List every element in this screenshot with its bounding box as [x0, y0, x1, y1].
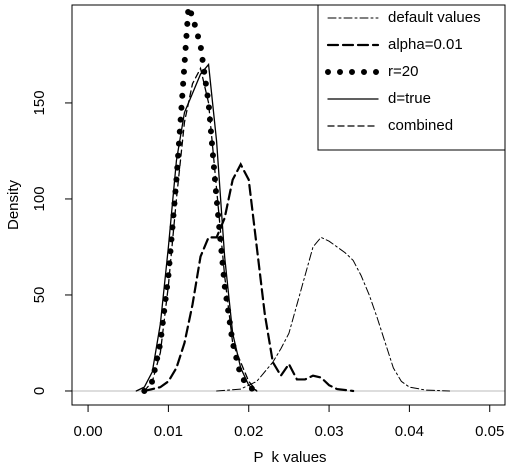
plot-area: [135, 5, 451, 394]
x-tick-label: 0.04: [395, 423, 424, 440]
density-line: [143, 66, 258, 392]
density-line: [143, 162, 355, 393]
y-axis-label: Density: [5, 179, 22, 230]
y-tick-label: 150: [31, 90, 48, 115]
legend-label: alpha=0.01: [388, 36, 463, 53]
legend-label: combined: [388, 117, 453, 134]
x-tick-label: 0.02: [234, 423, 263, 440]
density-line: [135, 62, 258, 392]
plot-frame: [71, 4, 506, 406]
legend-label: r=20: [388, 63, 418, 80]
x-tick-label: 0.05: [475, 423, 504, 440]
x-tick-label: 0.03: [314, 423, 343, 440]
legend-label: default values: [388, 9, 481, 26]
x-tick-label: 0.00: [73, 423, 102, 440]
y-tick-label: 50: [31, 287, 48, 304]
y-tick-label: 100: [31, 186, 48, 211]
x-axis-label: P k values: [253, 449, 326, 466]
density-line: [216, 236, 451, 392]
density-line: [141, 5, 260, 394]
y-tick-label: 0: [31, 387, 48, 395]
legend-label: d=true: [388, 90, 431, 107]
x-tick-label: 0.01: [154, 423, 183, 440]
